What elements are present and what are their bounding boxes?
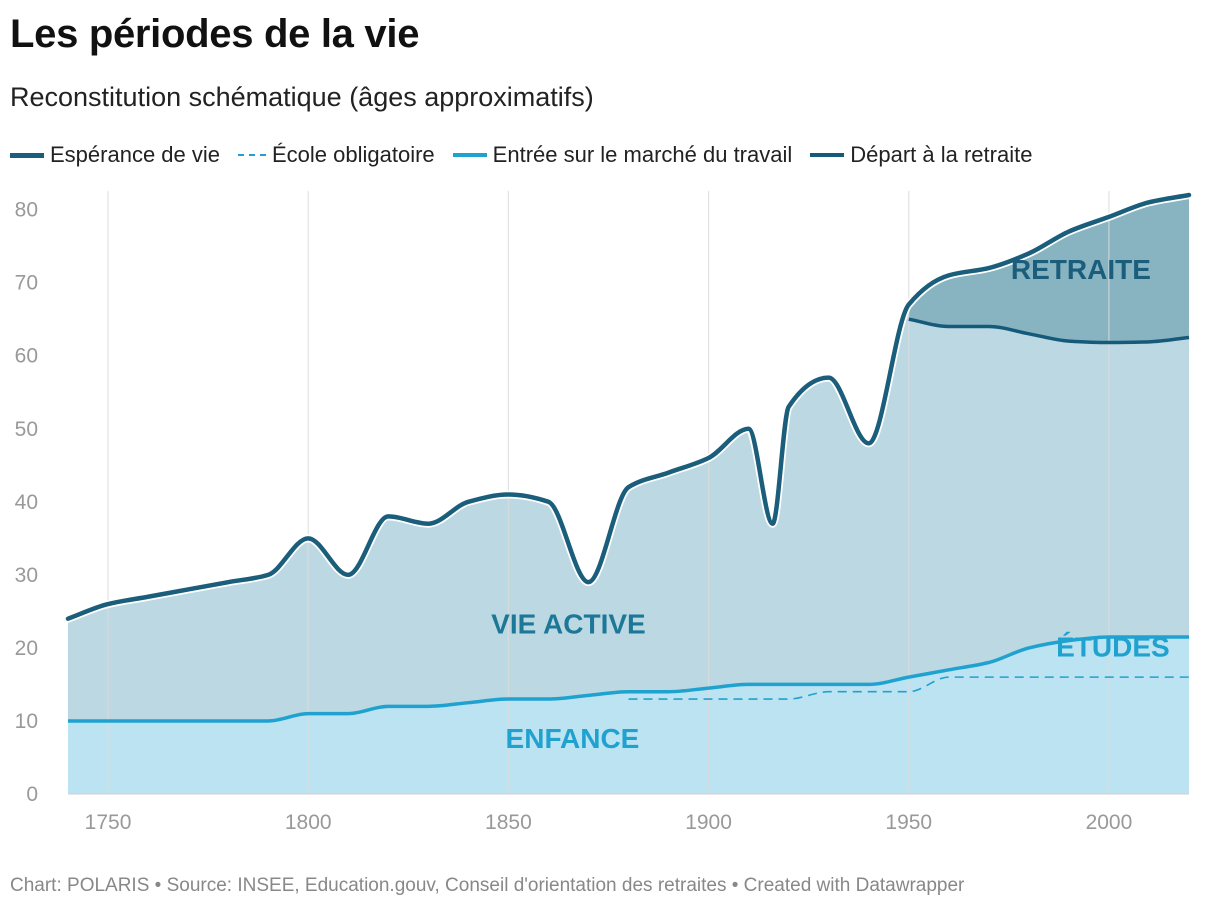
area-retirement xyxy=(908,195,1189,343)
x-tick-label: 1750 xyxy=(85,811,132,834)
legend-item-compulsory-school: École obligatoire xyxy=(238,142,435,168)
annotation-vie-active: VIE ACTIVE xyxy=(491,608,646,639)
y-tick-label: 80 xyxy=(15,199,38,222)
x-tick-label: 1900 xyxy=(685,811,732,834)
line-life-expectancy xyxy=(65,192,1192,621)
legend-swatch-life-expectancy xyxy=(10,152,44,158)
annotation-enfance: ENFANCE xyxy=(506,723,640,754)
annotation-retraite: RETRAITE xyxy=(1011,254,1151,285)
legend-swatch-retirement xyxy=(810,153,845,157)
y-tick-label: 60 xyxy=(15,345,38,368)
y-tick-label: 50 xyxy=(15,418,38,441)
legend-item-life-expectancy: Espérance de vie xyxy=(10,142,220,168)
chart-title: Les périodes de la vie xyxy=(10,12,420,56)
legend: Espérance de vie École obligatoire Entré… xyxy=(10,140,1050,170)
legend-item-retirement: Départ à la retraite xyxy=(810,142,1032,168)
life-periods-chart: 1750 1800 1850 1900 1950 2000 0 10 20 30 40 50 60 70 8… xyxy=(15,191,1193,834)
chart-footer: Chart: POLARIS • Source: INSEE, Educatio… xyxy=(10,875,965,896)
legend-swatch-work-entry xyxy=(452,153,487,157)
x-tick-label: 1850 xyxy=(485,811,532,834)
y-tick-label: 20 xyxy=(15,637,38,660)
x-tick-label: 1800 xyxy=(285,811,332,834)
legend-swatch-compulsory-school xyxy=(238,154,266,156)
y-tick-label: 70 xyxy=(15,272,38,295)
y-tick-label: 0 xyxy=(26,783,38,806)
chart-subtitle: Reconstitution schématique (âges approxi… xyxy=(10,82,594,112)
y-tick-label: 30 xyxy=(15,564,38,587)
line-retirement xyxy=(908,317,1190,345)
legend-label-work-entry: Entrée sur le marché du travail xyxy=(492,142,793,167)
annotation-etudes: ÉTUDES xyxy=(1056,632,1170,663)
x-tick-label: 2000 xyxy=(1086,811,1133,834)
y-tick-label: 10 xyxy=(15,710,38,733)
x-tick-label: 1950 xyxy=(885,811,932,834)
legend-label-retirement: Départ à la retraite xyxy=(850,142,1033,167)
y-tick-label: 40 xyxy=(15,491,38,514)
x-gridlines xyxy=(107,191,1110,794)
legend-item-work-entry: Entrée sur le marché du travail xyxy=(452,142,793,168)
legend-label-compulsory-school: École obligatoire xyxy=(272,142,435,167)
legend-label-life-expectancy: Espérance de vie xyxy=(50,142,220,167)
line-work-entry xyxy=(67,635,1189,723)
